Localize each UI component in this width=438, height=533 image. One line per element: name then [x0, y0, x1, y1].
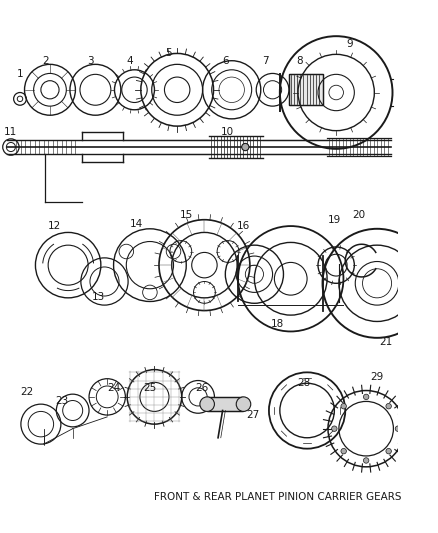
Text: 8: 8: [297, 56, 303, 66]
Text: 3: 3: [88, 56, 94, 66]
Text: 18: 18: [271, 319, 284, 329]
Text: 14: 14: [130, 219, 143, 229]
Text: 27: 27: [246, 410, 259, 420]
Text: 28: 28: [298, 378, 311, 388]
Text: 4: 4: [127, 56, 133, 66]
Text: 25: 25: [143, 383, 156, 393]
Text: 16: 16: [237, 221, 250, 231]
Text: 23: 23: [55, 397, 68, 407]
Text: 15: 15: [180, 210, 193, 220]
Text: 2: 2: [42, 56, 49, 66]
Text: 26: 26: [195, 383, 208, 393]
Circle shape: [236, 397, 251, 411]
Circle shape: [364, 394, 369, 400]
Text: 29: 29: [371, 372, 384, 382]
Text: 7: 7: [262, 56, 268, 66]
Text: 9: 9: [346, 39, 353, 50]
Circle shape: [386, 403, 392, 409]
Bar: [207, 397, 244, 411]
Bar: [289, 74, 323, 105]
Circle shape: [341, 448, 346, 454]
Text: 11: 11: [4, 126, 18, 136]
Text: 1: 1: [17, 69, 23, 79]
Text: 12: 12: [48, 221, 61, 231]
Bar: [207, 397, 244, 411]
Text: 10: 10: [221, 126, 234, 136]
Circle shape: [242, 143, 249, 151]
Circle shape: [364, 458, 369, 463]
Text: FRONT & REAR PLANET PINION CARRIER GEARS: FRONT & REAR PLANET PINION CARRIER GEARS: [155, 492, 402, 502]
Text: 13: 13: [92, 292, 105, 302]
Text: 19: 19: [328, 215, 341, 225]
Text: 6: 6: [222, 56, 229, 66]
Bar: [289, 74, 323, 105]
Circle shape: [341, 403, 346, 409]
Text: 21: 21: [379, 337, 393, 348]
Circle shape: [332, 426, 337, 431]
Text: 20: 20: [352, 210, 365, 220]
Circle shape: [395, 426, 401, 431]
Text: 22: 22: [21, 387, 34, 397]
Text: 5: 5: [165, 49, 171, 59]
Circle shape: [200, 397, 215, 411]
Circle shape: [386, 448, 392, 454]
Text: 24: 24: [107, 383, 120, 393]
